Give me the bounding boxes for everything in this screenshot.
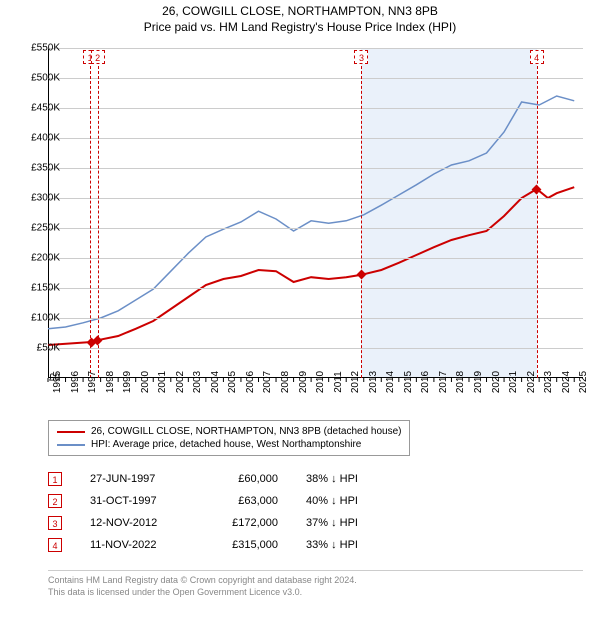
x-axis-label: 2021 xyxy=(508,371,519,393)
y-axis-label: £50K xyxy=(15,343,60,354)
gridline xyxy=(48,228,583,229)
y-axis-label: £100K xyxy=(15,313,60,324)
callout-marker: 3 xyxy=(354,50,368,64)
transaction-row: 3 12-NOV-2012 £172,000 37% ↓ HPI xyxy=(48,512,396,534)
transaction-date: 12-NOV-2012 xyxy=(90,517,180,529)
x-axis-label: 1996 xyxy=(70,371,81,393)
transaction-hpi-diff: 37% ↓ HPI xyxy=(306,517,396,529)
x-axis-label: 1999 xyxy=(122,371,133,393)
transaction-number: 1 xyxy=(48,472,62,486)
x-axis-label: 2011 xyxy=(333,371,344,393)
transaction-price: £63,000 xyxy=(208,495,278,507)
x-axis-label: 2013 xyxy=(368,371,379,393)
gridline xyxy=(48,78,583,79)
x-axis-label: 2017 xyxy=(438,371,449,393)
transaction-date: 11-NOV-2022 xyxy=(90,539,180,551)
y-axis-label: £250K xyxy=(15,223,60,234)
y-axis-label: £500K xyxy=(15,73,60,84)
gridline xyxy=(48,138,583,139)
x-axis-label: 2012 xyxy=(350,371,361,393)
footer-attribution: Contains HM Land Registry data © Crown c… xyxy=(48,570,583,598)
footer-line2: This data is licensed under the Open Gov… xyxy=(48,587,583,599)
callout-line xyxy=(361,66,362,378)
legend-swatch xyxy=(57,444,85,446)
x-axis-label: 2008 xyxy=(280,371,291,393)
transaction-number: 3 xyxy=(48,516,62,530)
x-axis-label: 2018 xyxy=(455,371,466,393)
gridline xyxy=(48,258,583,259)
transaction-hpi-diff: 33% ↓ HPI xyxy=(306,539,396,551)
transaction-number: 2 xyxy=(48,494,62,508)
transaction-hpi-diff: 38% ↓ HPI xyxy=(306,473,396,485)
x-axis-label: 2022 xyxy=(526,371,537,393)
callout-line xyxy=(90,66,91,378)
gridline xyxy=(48,168,583,169)
legend-swatch xyxy=(57,431,85,433)
series-price_paid xyxy=(48,187,574,345)
transaction-price: £315,000 xyxy=(208,539,278,551)
callout-marker: 4 xyxy=(530,50,544,64)
transaction-date: 31-OCT-1997 xyxy=(90,495,180,507)
legend-item: 26, COWGILL CLOSE, NORTHAMPTON, NN3 8PB … xyxy=(57,425,401,438)
y-axis-label: £450K xyxy=(15,103,60,114)
gridline xyxy=(48,288,583,289)
y-axis-label: £400K xyxy=(15,133,60,144)
footer-line1: Contains HM Land Registry data © Crown c… xyxy=(48,575,583,587)
x-axis-label: 1998 xyxy=(105,371,116,393)
y-axis-label: £150K xyxy=(15,283,60,294)
x-axis-label: 2023 xyxy=(543,371,554,393)
transaction-row: 1 27-JUN-1997 £60,000 38% ↓ HPI xyxy=(48,468,396,490)
transaction-number: 4 xyxy=(48,538,62,552)
transaction-price: £172,000 xyxy=(208,517,278,529)
x-axis-label: 2004 xyxy=(210,371,221,393)
gridline xyxy=(48,198,583,199)
callout-line xyxy=(537,66,538,378)
x-axis-label: 2024 xyxy=(561,371,572,393)
x-axis-label: 2006 xyxy=(245,371,256,393)
x-axis-label: 2001 xyxy=(157,371,168,393)
y-axis-label: £550K xyxy=(15,43,60,54)
transaction-hpi-diff: 40% ↓ HPI xyxy=(306,495,396,507)
chart-plot-area: 1234 xyxy=(48,48,583,378)
transaction-row: 2 31-OCT-1997 £63,000 40% ↓ HPI xyxy=(48,490,396,512)
gridline xyxy=(48,108,583,109)
x-axis-label: 2000 xyxy=(140,371,151,393)
x-axis-label: 2016 xyxy=(420,371,431,393)
x-axis-label: 2020 xyxy=(491,371,502,393)
transaction-date: 27-JUN-1997 xyxy=(90,473,180,485)
transaction-price: £60,000 xyxy=(208,473,278,485)
x-axis-label: 2007 xyxy=(262,371,273,393)
y-axis-label: £350K xyxy=(15,163,60,174)
transaction-row: 4 11-NOV-2022 £315,000 33% ↓ HPI xyxy=(48,534,396,556)
legend-label: HPI: Average price, detached house, West… xyxy=(91,439,361,450)
y-axis-label: £200K xyxy=(15,253,60,264)
x-axis-label: 2014 xyxy=(385,371,396,393)
x-axis-label: 2009 xyxy=(298,371,309,393)
chart-title-subtitle: Price paid vs. HM Land Registry's House … xyxy=(0,20,600,34)
callout-marker: 2 xyxy=(91,50,105,64)
legend-item: HPI: Average price, detached house, West… xyxy=(57,438,401,451)
y-axis-label: £300K xyxy=(15,193,60,204)
x-axis-label: 2019 xyxy=(473,371,484,393)
x-axis-label: 2010 xyxy=(315,371,326,393)
x-axis-label: 1997 xyxy=(87,371,98,393)
legend-label: 26, COWGILL CLOSE, NORTHAMPTON, NN3 8PB … xyxy=(91,426,401,437)
gridline xyxy=(48,48,583,49)
x-axis-label: 2015 xyxy=(403,371,414,393)
transactions-table: 1 27-JUN-1997 £60,000 38% ↓ HPI 2 31-OCT-1997… xyxy=(48,468,396,556)
x-axis-label: 2003 xyxy=(192,371,203,393)
x-axis-label: 2002 xyxy=(175,371,186,393)
legend: 26, COWGILL CLOSE, NORTHAMPTON, NN3 8PB … xyxy=(48,420,410,456)
gridline xyxy=(48,348,583,349)
x-axis-label: 2025 xyxy=(578,371,589,393)
x-axis-label: 1995 xyxy=(52,371,63,393)
gridline xyxy=(48,318,583,319)
series-hpi xyxy=(48,96,574,329)
x-axis-label: 2005 xyxy=(227,371,238,393)
chart-title-address: 26, COWGILL CLOSE, NORTHAMPTON, NN3 8PB xyxy=(0,4,600,18)
callout-line xyxy=(98,66,99,378)
chart-lines-svg xyxy=(48,48,583,378)
